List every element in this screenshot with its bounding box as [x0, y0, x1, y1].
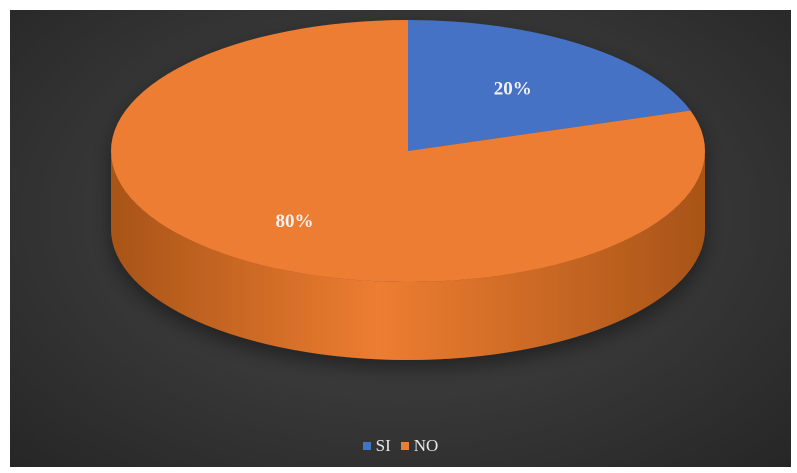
- legend-item-no[interactable]: NO: [401, 436, 439, 456]
- data-label-si: 20%: [494, 78, 532, 99]
- data-label-no: 80%: [276, 211, 314, 232]
- legend-swatch-si: [363, 442, 371, 450]
- legend-label-no: NO: [414, 436, 439, 456]
- pie-chart: 20% 80%: [10, 10, 791, 467]
- legend-item-si[interactable]: SI: [363, 436, 391, 456]
- legend: SI NO: [10, 434, 791, 458]
- legend-swatch-no: [401, 442, 409, 450]
- legend-label-si: SI: [376, 436, 391, 456]
- pie-body: [111, 20, 705, 360]
- chart-area: 20% 80% SI NO: [10, 10, 791, 467]
